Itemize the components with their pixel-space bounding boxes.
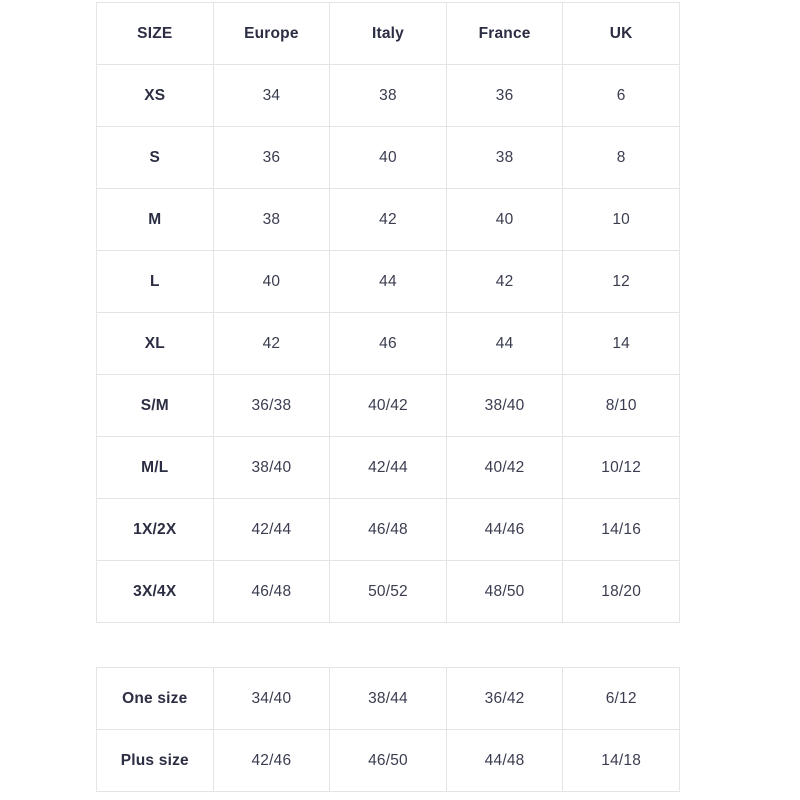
table-row: S 36 40 38 8 — [96, 126, 680, 189]
table-header-row: SIZE Europe Italy France UK — [96, 2, 680, 65]
table-row: M/L 38/40 42/44 40/42 10/12 — [96, 436, 680, 499]
france-value: 40 — [445, 188, 564, 251]
table-row: 3X/4X 46/48 50/52 48/50 18/20 — [96, 560, 680, 623]
uk-value: 12 — [562, 250, 680, 313]
italy-value: 50/52 — [329, 560, 447, 623]
uk-value: 10 — [562, 188, 680, 251]
size-label: One size — [96, 667, 214, 730]
table-row: Plus size 42/46 46/50 44/48 14/18 — [96, 729, 680, 792]
uk-value: 6/12 — [562, 667, 680, 730]
size-label: L — [96, 250, 214, 313]
france-value: 38/40 — [445, 374, 564, 437]
column-header-europe: Europe — [212, 2, 331, 65]
italy-value: 38/44 — [329, 667, 447, 730]
column-header-size: SIZE — [96, 2, 214, 65]
france-value: 38 — [445, 126, 564, 189]
uk-value: 14 — [562, 312, 680, 375]
france-value: 42 — [445, 250, 564, 313]
table-row: S/M 36/38 40/42 38/40 8/10 — [96, 374, 680, 437]
table-row: L 40 44 42 12 — [96, 250, 680, 313]
uk-value: 14/16 — [562, 498, 680, 561]
standard-size-table-body: XS 34 38 36 6 S 36 40 38 8 M 38 42 40 10 — [96, 64, 680, 623]
column-header-france: France — [445, 2, 564, 65]
uk-value: 10/12 — [562, 436, 680, 499]
column-header-italy: Italy — [329, 2, 447, 65]
standard-size-table: SIZE Europe Italy France UK XS 34 38 36 … — [96, 2, 680, 623]
italy-value: 40/42 — [329, 374, 447, 437]
size-label: S — [96, 126, 214, 189]
size-label: 1X/2X — [96, 498, 214, 561]
table-row: 1X/2X 42/44 46/48 44/46 14/16 — [96, 498, 680, 561]
size-label: XL — [96, 312, 214, 375]
table-row: One size 34/40 38/44 36/42 6/12 — [96, 667, 680, 730]
universal-size-table: One size 34/40 38/44 36/42 6/12 Plus siz… — [96, 667, 680, 792]
size-label: S/M — [96, 374, 214, 437]
france-value: 44 — [445, 312, 564, 375]
size-label: M — [96, 188, 214, 251]
table-row: M 38 42 40 10 — [96, 188, 680, 251]
uk-value: 14/18 — [562, 729, 680, 792]
europe-value: 34 — [212, 64, 331, 127]
size-label: Plus size — [96, 729, 214, 792]
europe-value: 42/46 — [212, 729, 331, 792]
europe-value: 42/44 — [212, 498, 331, 561]
table-row: XS 34 38 36 6 — [96, 64, 680, 127]
column-header-uk: UK — [562, 2, 680, 65]
europe-value: 46/48 — [212, 560, 331, 623]
italy-value: 46 — [329, 312, 447, 375]
italy-value: 46/48 — [329, 498, 447, 561]
size-label: 3X/4X — [96, 560, 214, 623]
uk-value: 8 — [562, 126, 680, 189]
italy-value: 40 — [329, 126, 447, 189]
france-value: 44/48 — [445, 729, 564, 792]
france-value: 40/42 — [445, 436, 564, 499]
italy-value: 42 — [329, 188, 447, 251]
europe-value: 38/40 — [212, 436, 331, 499]
size-label: M/L — [96, 436, 214, 499]
italy-value: 46/50 — [329, 729, 447, 792]
europe-value: 36 — [212, 126, 331, 189]
italy-value: 42/44 — [329, 436, 447, 499]
france-value: 44/46 — [445, 498, 564, 561]
uk-value: 8/10 — [562, 374, 680, 437]
france-value: 36/42 — [445, 667, 564, 730]
table-row: XL 42 46 44 14 — [96, 312, 680, 375]
europe-value: 36/38 — [212, 374, 331, 437]
size-label: XS — [96, 64, 214, 127]
france-value: 36 — [445, 64, 564, 127]
universal-size-table-body: One size 34/40 38/44 36/42 6/12 Plus siz… — [96, 667, 680, 792]
france-value: 48/50 — [445, 560, 564, 623]
europe-value: 34/40 — [212, 667, 331, 730]
uk-value: 6 — [562, 64, 680, 127]
europe-value: 40 — [212, 250, 331, 313]
italy-value: 44 — [329, 250, 447, 313]
italy-value: 38 — [329, 64, 447, 127]
europe-value: 42 — [212, 312, 331, 375]
europe-value: 38 — [212, 188, 331, 251]
uk-value: 18/20 — [562, 560, 680, 623]
table-header: SIZE Europe Italy France UK — [96, 2, 680, 65]
